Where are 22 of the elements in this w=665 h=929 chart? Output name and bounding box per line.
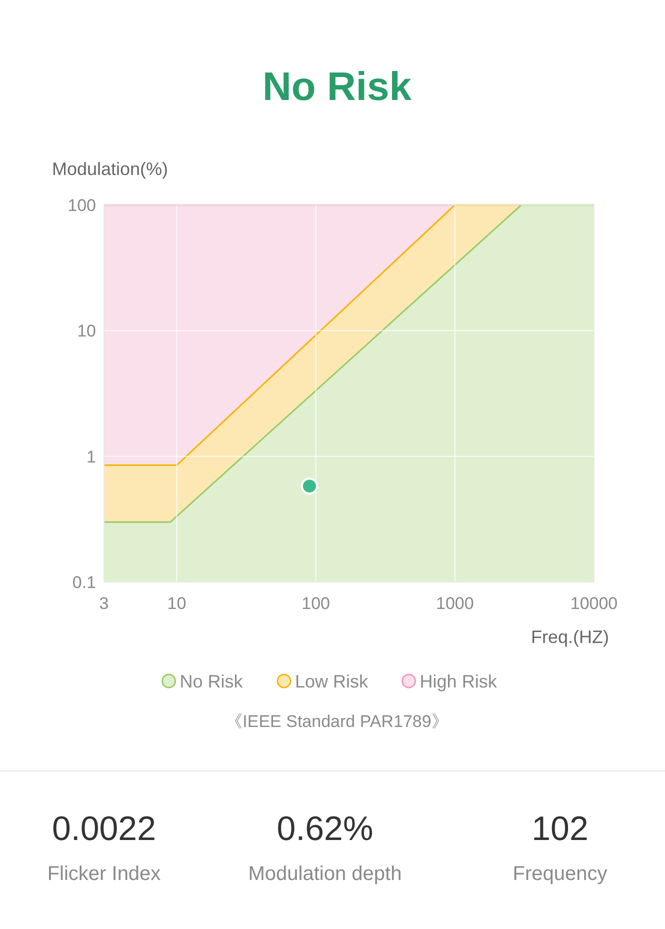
text: Frequency [512,863,608,885]
text: 0.0022 [52,810,156,848]
y-axis-title: Modulation(%) [52,159,168,179]
text: 102 [532,810,588,848]
x-tick-label: 10000 [570,594,618,613]
x-axis-title: Freq.(HZ) [531,627,609,647]
x-tick-label: 3 [99,594,109,613]
x-tick-label: 10 [167,594,186,613]
legend-label: No Risk [180,672,244,692]
text: Flicker Index [47,863,161,885]
x-tick-label: 100 [302,594,330,613]
text: 0.62% [276,810,374,848]
y-tick-label: 1 [86,447,96,466]
y-tick-label: 100 [68,196,96,215]
y-tick-label: 0.1 [72,573,96,592]
legend-label: Low Risk [295,672,370,692]
legend-label: High Risk [420,672,498,692]
text: 《IEEE Standard PAR1789》 [226,712,448,731]
x-tick-label: 1000 [436,594,474,613]
text: Modulation depth [248,863,402,885]
chart-title: No Risk [262,65,412,109]
y-tick-label: 10 [77,322,96,341]
